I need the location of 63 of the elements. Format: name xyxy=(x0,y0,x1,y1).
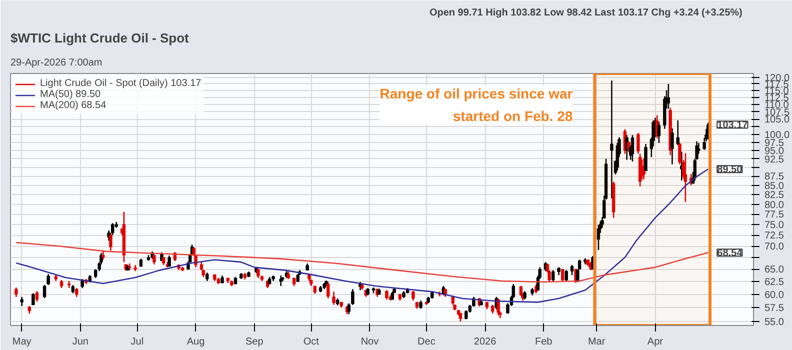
y-tick-label: 85.0 xyxy=(764,180,784,192)
candlestick xyxy=(596,224,600,251)
x-tick-label: Sep xyxy=(245,336,264,348)
chart-subtitle: 29-Apr-2026 7:00am xyxy=(10,58,102,68)
candlestick xyxy=(496,298,500,316)
candlestick xyxy=(42,284,46,299)
x-tick-label: Nov xyxy=(360,336,379,348)
y-tick-label: 92.5 xyxy=(764,154,784,166)
candlestick xyxy=(46,273,50,286)
y-tick-label: 87.5 xyxy=(764,172,784,183)
candlestick xyxy=(560,268,564,283)
text: Open 99.71 High 103.82 Low 98.42 Last 103.17 Chg +3.24 (+3.25%) xyxy=(429,8,742,18)
line-series xyxy=(16,242,709,283)
candlestick xyxy=(102,250,105,260)
candlestick xyxy=(412,290,415,302)
candlestick xyxy=(14,286,18,298)
candlestick xyxy=(80,278,84,289)
candlestick xyxy=(630,134,634,162)
y-tick-label: 62.5 xyxy=(764,276,784,288)
chart-title: $WTIC Light Crude Oil - Spot xyxy=(10,30,190,46)
legend-label: MA(50) 89.50 xyxy=(40,89,101,100)
y-tick-label: 80.0 xyxy=(764,200,784,211)
y-tick-label: 55.0 xyxy=(764,316,784,328)
candlestick xyxy=(644,143,648,172)
candlestick xyxy=(570,264,574,276)
y-tick-label: 57.5 xyxy=(764,303,784,314)
candlestick xyxy=(32,292,35,306)
candlestick xyxy=(684,152,688,203)
y-tick-label: 60.0 xyxy=(764,290,784,301)
candlestick xyxy=(109,232,112,252)
candlestick xyxy=(385,289,388,300)
x-tick-label: May xyxy=(12,336,32,348)
x-tick-label: Mar xyxy=(588,336,606,348)
legend-label: MA(200) 68.54 xyxy=(40,100,106,111)
x-tick-label: Feb xyxy=(535,336,553,348)
candlestick xyxy=(657,121,661,144)
y-tick-label: 105.0 xyxy=(764,114,790,126)
candlestick xyxy=(551,270,555,282)
y-tick-label: 95.0 xyxy=(764,146,784,157)
candlestick xyxy=(636,132,640,154)
x-tick-label: Oct xyxy=(303,336,320,348)
y-tick-label: 82.5 xyxy=(764,190,784,202)
y-tick-label: 65.0 xyxy=(764,264,784,276)
candlestick xyxy=(20,296,24,307)
y-tick-label: 70.0 xyxy=(764,242,784,253)
candlestick xyxy=(152,254,156,266)
candlestick xyxy=(627,140,630,153)
candlestick xyxy=(676,120,680,146)
legend-label: Light Crude Oil - Spot (Daily) 103.17 xyxy=(40,78,202,89)
x-tick-label: Aug xyxy=(186,336,205,348)
x-tick-label: Apr xyxy=(647,336,664,348)
x-tick-label: 2026 xyxy=(474,336,497,348)
y-tick-label: 75.0 xyxy=(764,220,784,231)
candlestick xyxy=(670,128,674,165)
y-tick-label: 77.5 xyxy=(764,210,784,221)
x-tick-label: Jun xyxy=(72,336,89,348)
x-tick-label: Jul xyxy=(130,336,144,348)
candlestick xyxy=(332,291,336,306)
candlestick xyxy=(610,80,614,200)
y-tick-label: 72.5 xyxy=(764,230,784,242)
x-tick-label: Dec xyxy=(418,336,436,348)
candlestick xyxy=(35,290,39,302)
band-label: Range of oil prices since war started on Feb. 28 xyxy=(380,86,574,124)
